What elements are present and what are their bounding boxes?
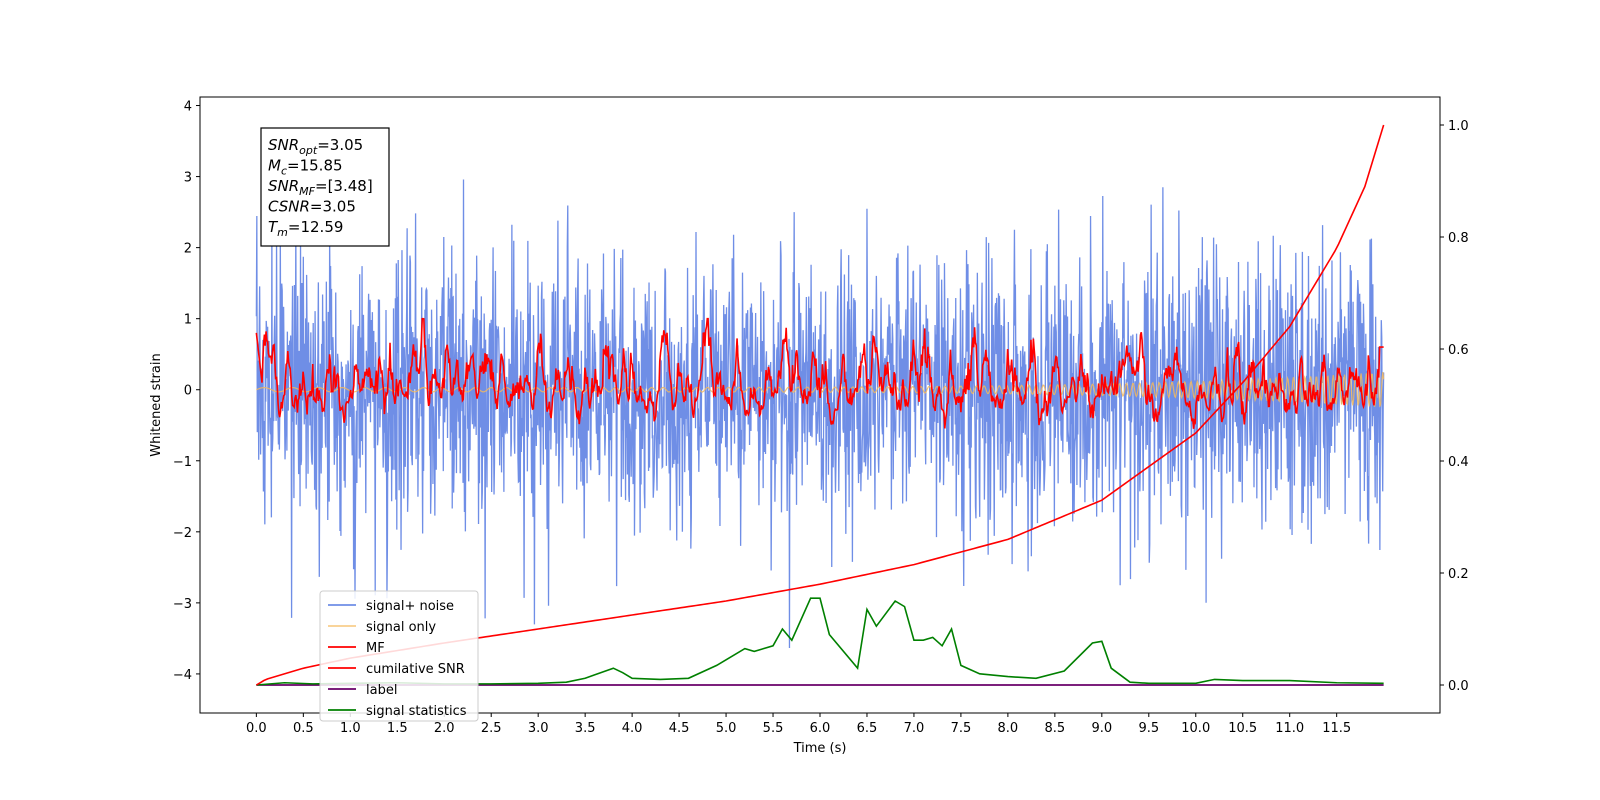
x-tick-label: 6.0 <box>810 721 831 736</box>
x-tick-label: 7.5 <box>951 721 972 736</box>
y-tick-label: 1 <box>184 313 192 328</box>
series-signal-statistics-line <box>256 597 1384 686</box>
y-axis-label: Whitened strain <box>149 353 164 456</box>
x-tick-label: 11.0 <box>1275 721 1304 736</box>
legend: signal+ noise signal only MF cumilative SNR… <box>319 590 479 722</box>
x-tick-label: 2.5 <box>481 721 502 736</box>
info-box-line: SNRopt=3.05 <box>268 136 363 157</box>
y-tick-label: −3 <box>173 597 192 612</box>
x-axis-label: Time (s) <box>793 741 847 756</box>
x-tick-label: 8.0 <box>998 721 1019 736</box>
y-tick-label: 3 <box>184 171 192 186</box>
x-tick-label: 4.0 <box>622 721 643 736</box>
y2-tick-label: 0.4 <box>1448 455 1469 470</box>
x-tick-label: 4.5 <box>669 721 690 736</box>
x-tick-label: 0.5 <box>293 721 314 736</box>
legend-label: signal+ noise <box>366 599 454 614</box>
series-mf-line <box>255 317 1384 429</box>
y2-tick-label: 0.2 <box>1448 567 1469 582</box>
x-tick-label: 7.0 <box>904 721 925 736</box>
legend-frame <box>319 590 479 722</box>
y-tick-label: −1 <box>173 455 192 470</box>
legend-label: signal statistics <box>366 704 467 719</box>
y2-tick-label: 1.0 <box>1448 119 1469 134</box>
info-box-line: SNRMF=[3.48] <box>268 177 373 198</box>
x-tick-label: 9.5 <box>1138 721 1159 736</box>
info-box-line: CSNR=3.05 <box>268 198 356 216</box>
x-tick-label: 2.0 <box>434 721 455 736</box>
y-tick-label: −4 <box>173 668 192 683</box>
x-tick-label: 0.0 <box>246 721 267 736</box>
x-tick-label: 9.0 <box>1091 721 1112 736</box>
x-tick-label: 1.0 <box>340 721 361 736</box>
y2-tick-label: 0.6 <box>1448 343 1469 358</box>
x-tick-label: 3.5 <box>575 721 596 736</box>
x-tick-label: 6.5 <box>857 721 878 736</box>
info-box: SNRopt=3.05Mc=15.85SNRMF=[3.48]CSNR=3.05… <box>260 127 390 247</box>
info-box-frame <box>260 127 390 247</box>
legend-label: label <box>366 683 397 698</box>
y-tick-label: 0 <box>184 384 192 399</box>
legend-label: cumilative SNR <box>366 662 465 677</box>
x-tick-label: 11.5 <box>1322 721 1351 736</box>
x-tick-label: 3.0 <box>528 721 549 736</box>
x-tick-label: 10.5 <box>1228 721 1257 736</box>
legend-label: MF <box>366 641 385 656</box>
legend-label: signal only <box>366 620 436 635</box>
x-tick-label: 5.0 <box>716 721 737 736</box>
x-tick-label: 5.5 <box>763 721 784 736</box>
x-tick-label: 8.5 <box>1045 721 1066 736</box>
y2-tick-label: 0.0 <box>1448 679 1469 694</box>
info-box-line: Mc=15.85 <box>268 157 343 178</box>
y2-tick-label: 0.8 <box>1448 231 1469 246</box>
info-box-line: Tm=12.59 <box>268 218 343 239</box>
x-tick-label: 10.0 <box>1181 721 1210 736</box>
x-tick-label: 1.5 <box>387 721 408 736</box>
y-tick-label: 4 <box>184 100 192 115</box>
y-tick-label: 2 <box>184 242 192 257</box>
y-tick-label: −2 <box>173 526 192 541</box>
axis-ticks: 0.0 0.5 1.0 1.5 2.0 2.5 3.0 3.5 4.0 4.5 5.0 5.5 6.0 6… <box>173 100 1469 736</box>
